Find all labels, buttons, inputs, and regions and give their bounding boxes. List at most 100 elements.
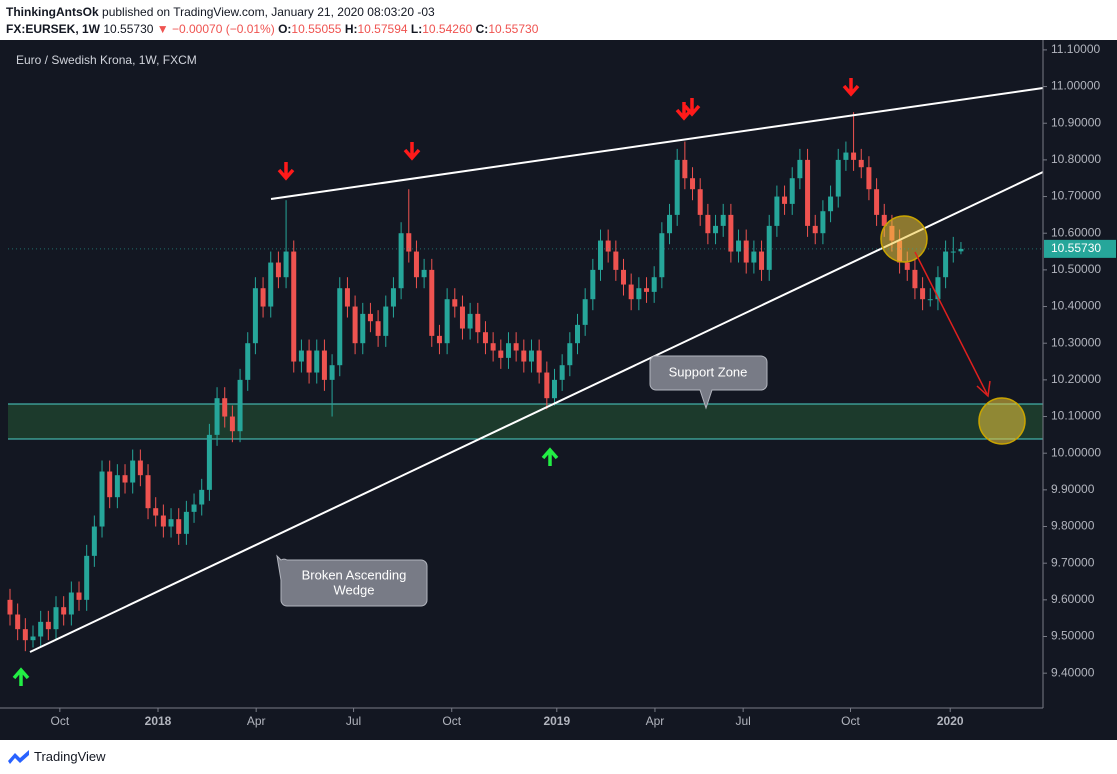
x-tick-label: Oct	[442, 714, 461, 728]
candle-body	[429, 269, 435, 336]
candle-body	[774, 196, 780, 226]
candle-body	[536, 350, 542, 373]
candle-body	[682, 159, 688, 179]
candle-body	[598, 240, 604, 270]
y-tick-label: 9.80000	[1051, 519, 1095, 533]
candle-body	[705, 214, 711, 234]
candle-body	[61, 607, 67, 615]
up-arrow	[541, 447, 559, 466]
break-circle	[880, 215, 928, 263]
candle-body	[782, 196, 788, 204]
candle-body	[122, 475, 128, 483]
candle-body	[145, 475, 151, 509]
candle-body	[521, 350, 527, 362]
candle-body	[222, 398, 228, 417]
support-zone	[8, 403, 1043, 440]
candle-body	[874, 189, 880, 215]
candle-body	[927, 299, 933, 301]
chart-title: Euro / Swedish Krona, 1W, FXCM	[16, 53, 197, 67]
down-arrow	[403, 142, 421, 161]
axes: 9.40000 9.50000 9.60000 9.70000 9.80000 9.900…	[8, 42, 1116, 728]
candle-body	[45, 621, 51, 630]
candle-body	[820, 211, 826, 234]
x-tick-label: Apr	[247, 714, 266, 728]
candle-body	[843, 152, 849, 160]
candle-body	[805, 159, 811, 226]
symbol-line: FX:EURSEK, 1W 10.55730 ▼ −0.00070 (−0.01…	[6, 22, 538, 36]
y-tick-label: 10.50000	[1051, 262, 1101, 276]
candle-body	[390, 288, 396, 307]
y-tick-label: 11.10000	[1051, 42, 1100, 56]
candle-body	[153, 508, 159, 516]
y-tick-label: 10.00000	[1051, 445, 1101, 459]
candle-body	[751, 251, 757, 263]
candle-body	[383, 306, 389, 336]
candle-body	[943, 251, 949, 278]
ohlc-value: 10.57594	[357, 22, 408, 36]
candle-body	[505, 343, 511, 358]
y-tick-label: 10.70000	[1051, 189, 1101, 203]
candle-body	[245, 343, 251, 380]
candle-body	[459, 306, 465, 329]
candle-body	[797, 159, 803, 179]
candle-body	[38, 621, 44, 637]
target-circle	[978, 397, 1026, 445]
candle-body	[275, 262, 281, 278]
candle-body	[176, 519, 182, 534]
target-arrow-head	[976, 380, 991, 398]
candle-body	[191, 504, 197, 512]
candle-body	[582, 299, 588, 325]
candle-body	[252, 288, 258, 344]
candle-body	[283, 251, 289, 278]
ohlc-key: C:	[475, 22, 489, 36]
candle-body	[7, 599, 13, 615]
candle-body	[367, 313, 373, 322]
change: ▼ −0.00070 (−0.01%)	[156, 22, 275, 36]
logo-mark	[8, 750, 29, 764]
background	[0, 40, 1117, 740]
target-arrow	[914, 251, 988, 395]
candle-body	[766, 225, 772, 270]
y-tick-label: 10.90000	[1051, 115, 1101, 129]
y-tick-label: 10.20000	[1051, 372, 1101, 386]
candle-body	[398, 233, 404, 289]
candle-body	[467, 313, 473, 329]
y-tick-label: 9.70000	[1051, 555, 1095, 569]
candle-body	[759, 251, 765, 270]
candle-body	[406, 233, 412, 252]
candle-body	[651, 277, 657, 292]
candle-body	[444, 299, 450, 344]
x-tick-label: Jul	[346, 714, 361, 728]
candle-body	[498, 350, 504, 358]
candle-body	[452, 299, 458, 307]
candle-body	[168, 519, 174, 527]
candle-body	[84, 555, 90, 600]
candle-body	[904, 262, 910, 270]
last: 10.55730	[103, 22, 154, 36]
candle-body	[544, 372, 550, 399]
candle-body	[912, 269, 918, 289]
candle-body	[15, 614, 21, 630]
candle-body	[851, 152, 857, 160]
x-tick-label: Jul	[735, 714, 750, 728]
candle-body	[183, 511, 189, 534]
up-arrow	[12, 667, 30, 686]
candle-body	[858, 159, 864, 168]
last-price-tag	[1044, 239, 1116, 258]
candle-body	[958, 248, 964, 252]
candle-body	[482, 332, 488, 344]
x-tick-label: 2020	[937, 714, 964, 728]
candle-body	[835, 159, 841, 197]
candle-body	[99, 471, 105, 527]
candle-body	[881, 214, 887, 226]
drawings: Support Zone Broken Ascending Wedge	[12, 78, 1044, 686]
wedge-label: Wedge	[334, 582, 375, 597]
candle-body	[528, 350, 534, 362]
symbol: FX:EURSEK, 1W	[6, 22, 101, 36]
candle-body	[628, 284, 634, 300]
x-tick-label: 2019	[543, 714, 570, 728]
candle-body	[298, 350, 304, 362]
zone-fill	[8, 404, 1043, 439]
candle-body	[736, 240, 742, 252]
y-tick-label: 11.00000	[1051, 79, 1100, 93]
